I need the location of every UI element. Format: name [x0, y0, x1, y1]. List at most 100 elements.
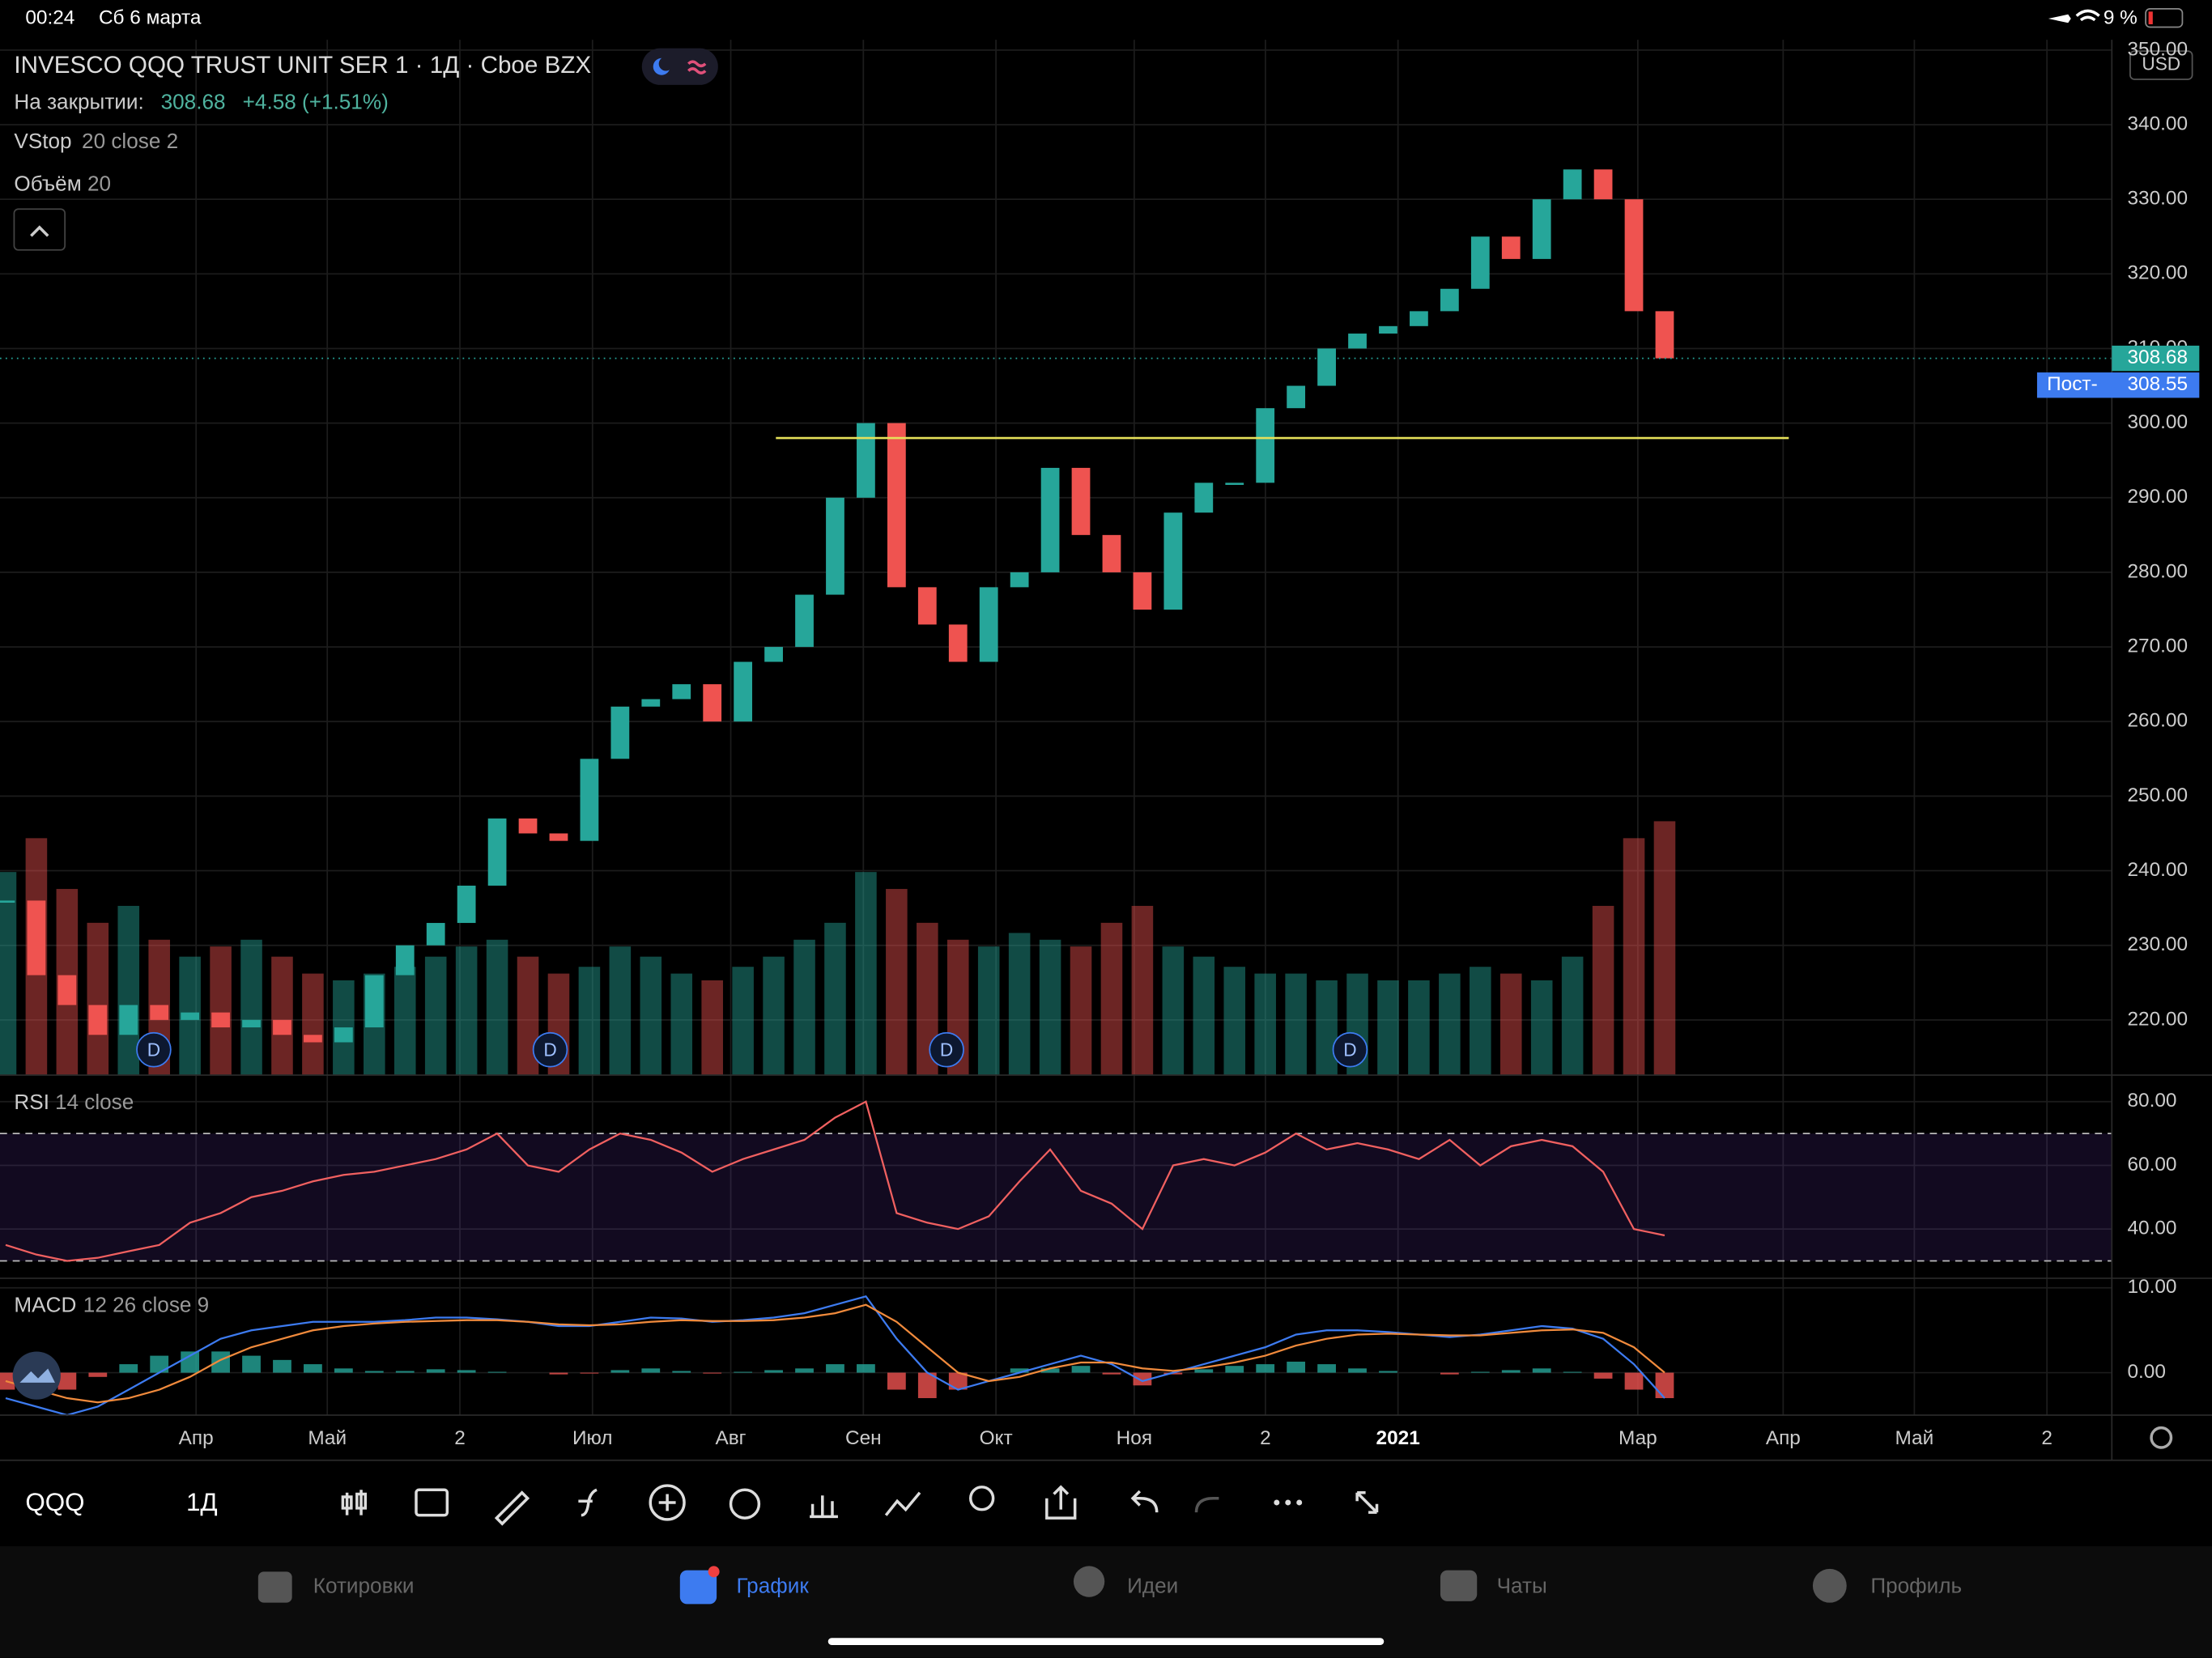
idea-tool[interactable] [968, 1486, 995, 1511]
macd-histogram-bar [795, 1368, 814, 1373]
dividend-marker [532, 1031, 568, 1068]
compare-tool[interactable] [884, 1491, 921, 1516]
candle [1163, 512, 1183, 610]
replay-tool[interactable] [415, 1488, 449, 1517]
macd-histogram-bar [1655, 1372, 1674, 1398]
tab-icon [1812, 1568, 1847, 1603]
candle [119, 1005, 138, 1035]
y-tick-label: 250.00 [2127, 784, 2188, 806]
x-tick-label: Авг [715, 1427, 746, 1449]
macd-histogram-bar [549, 1372, 568, 1375]
macd-histogram-bar [181, 1351, 200, 1373]
macd-histogram-bar [1470, 1371, 1490, 1373]
candle [703, 684, 722, 722]
chart-title: INVESCO QQQ TRUST UNIT SER 1 · 1Д · Cboe… [14, 52, 591, 79]
volume-bar [1408, 980, 1430, 1076]
post-price-box [2036, 372, 2200, 398]
status-time: 00:24 [25, 6, 74, 28]
macd-histogram-bar [580, 1372, 599, 1374]
x-tick-label: 2021 [1376, 1427, 1420, 1449]
macd-histogram-bar [1317, 1364, 1336, 1373]
indicator-tool[interactable] [578, 1488, 598, 1517]
y-tick-label: 290.00 [2127, 486, 2188, 508]
more-dots[interactable] [1274, 1499, 1303, 1506]
macd-histogram-bar [211, 1351, 230, 1373]
macd-histogram-bar [119, 1364, 138, 1373]
candle [1501, 236, 1521, 259]
volume-bar [1530, 980, 1553, 1076]
logo-button[interactable] [12, 1351, 61, 1400]
dividend-label: D [940, 1039, 953, 1060]
bars-tool[interactable] [810, 1495, 838, 1519]
tab-label[interactable]: Идеи [1127, 1573, 1178, 1597]
macd-histogram-bar [948, 1372, 968, 1390]
toolbar-interval[interactable]: 1Д [186, 1488, 218, 1516]
x-tick-label: Апр [179, 1427, 214, 1449]
volume-bar [117, 905, 140, 1076]
alert-tool[interactable] [729, 1488, 761, 1520]
macd-histogram-bar [304, 1364, 322, 1373]
candle [0, 900, 15, 903]
candle [672, 684, 691, 699]
macd-histogram-bar [703, 1372, 722, 1374]
tab-label[interactable]: Чаты [1497, 1573, 1547, 1597]
rsi-band [0, 1133, 2112, 1261]
volume-bar [1162, 946, 1185, 1076]
candle [1010, 572, 1029, 588]
candle [518, 818, 538, 834]
settings-icon[interactable] [2150, 1426, 2173, 1449]
volume-bar [701, 980, 723, 1076]
macd-histogram-bar [395, 1371, 415, 1373]
y-tick-label: 60.00 [2127, 1154, 2176, 1175]
volume-bar [763, 956, 785, 1076]
candle [181, 1012, 200, 1020]
close-label: На закрытии: [14, 89, 143, 113]
tab-icon [679, 1570, 717, 1605]
macd-histogram-bar [1287, 1361, 1306, 1373]
candles-tool[interactable] [341, 1490, 368, 1516]
undo-tool[interactable] [1130, 1490, 1159, 1513]
y-tick-label: 270.00 [2127, 636, 2188, 657]
logo-icon [19, 1368, 55, 1383]
home-indicator [827, 1638, 1385, 1645]
tab-label[interactable]: График [737, 1573, 810, 1597]
chevron-up [30, 225, 49, 237]
y-tick-label: 230.00 [2127, 933, 2188, 955]
tab-label[interactable]: Котировки [313, 1573, 415, 1597]
x-tick-label: Окт [980, 1427, 1013, 1449]
post-price-label: 308.55 [2127, 373, 2188, 395]
close-value: 308.68 [161, 89, 226, 113]
volume-bar [670, 973, 693, 1076]
signal-line [5, 1303, 1665, 1404]
volume-bar [87, 922, 109, 1076]
volume-bar [886, 889, 908, 1076]
x-tick-label: 2 [454, 1427, 466, 1449]
candle [1133, 572, 1152, 610]
tab-icon [1073, 1566, 1105, 1597]
draw-tool[interactable] [494, 1490, 530, 1526]
rsi-params: 14 close [55, 1090, 134, 1114]
candle [1470, 236, 1490, 289]
macd-title: MACD [14, 1293, 76, 1317]
theme-toggle[interactable] [641, 48, 718, 85]
add-plus [658, 1494, 676, 1511]
tab-label[interactable]: Профиль [1870, 1573, 1962, 1597]
rsi-line [5, 1100, 1665, 1262]
toolbar-symbol[interactable]: QQQ [25, 1488, 84, 1516]
add-tool[interactable] [649, 1484, 686, 1521]
volume-bar [1223, 967, 1246, 1076]
x-tick-label: Май [308, 1427, 347, 1449]
indicator-params: 20 close 2 [82, 129, 178, 153]
candle [1256, 408, 1275, 483]
collapse-button[interactable] [13, 208, 66, 251]
candle [150, 1005, 169, 1020]
indicator-name: VStop [14, 129, 71, 153]
share-tool[interactable] [1045, 1485, 1077, 1520]
macd-histogram-bar [242, 1355, 261, 1373]
macd-histogram-bar [1010, 1368, 1029, 1373]
last-price-box [2112, 345, 2200, 372]
volume-bar [271, 956, 293, 1076]
wifi-icon [2075, 9, 2100, 22]
fullscreen-tool[interactable] [1355, 1491, 1379, 1514]
